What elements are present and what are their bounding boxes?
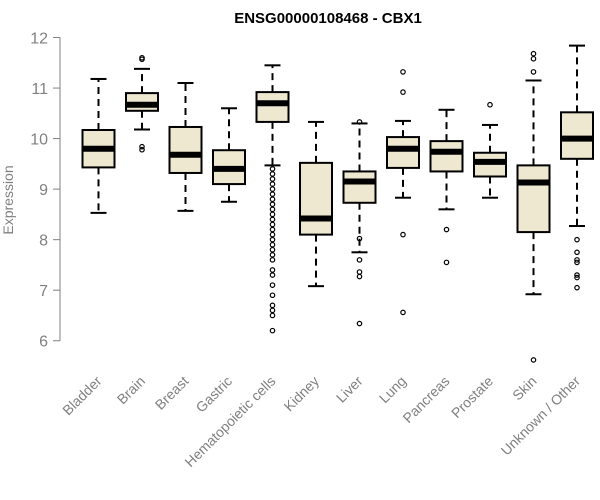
box-iqr: [429, 140, 464, 173]
outlier-point: [530, 55, 537, 62]
outlier-point: [400, 89, 406, 95]
y-axis-label: Expression: [0, 165, 16, 234]
x-tick-label: Pancreas: [399, 373, 452, 426]
outlier-point: [269, 216, 276, 223]
outlier-point: [269, 307, 276, 314]
y-tick-label: 9: [39, 182, 48, 199]
outlier-point: [530, 50, 537, 57]
outlier-point: [269, 196, 276, 203]
outlier-point: [487, 101, 493, 108]
x-tick-label: Breast: [152, 373, 192, 413]
outlier-point: [269, 186, 276, 192]
box-breast: [168, 82, 203, 212]
x-tick-label: Lung: [376, 373, 409, 406]
outlier-point: [356, 320, 363, 327]
box-skin: [516, 50, 551, 363]
box-liver: [342, 119, 377, 327]
box-iqr: [342, 170, 377, 204]
outlier-point: [574, 259, 580, 266]
outlier-point: [269, 211, 276, 218]
outlier-point: [356, 257, 363, 263]
box-iqr: [386, 136, 420, 169]
outlier-point: [269, 292, 276, 299]
outlier-point: [269, 241, 276, 248]
x-tick-label: Skin: [509, 373, 540, 404]
outlier-point: [269, 191, 276, 197]
outlier-point: [269, 236, 276, 243]
outlier-point: [269, 257, 276, 263]
outlier-point: [574, 236, 580, 243]
outlier-point: [443, 259, 450, 266]
x-tick-label: Unknown / Other: [498, 373, 584, 459]
outlier-point: [574, 257, 580, 263]
outlier-point: [269, 312, 276, 319]
box-series: [81, 44, 594, 363]
outlier-point: [269, 231, 276, 238]
box-iqr: [560, 111, 594, 160]
box-gastric: [212, 107, 246, 203]
outlier-point: [356, 119, 363, 125]
chart-title: ENSG00000108468 - CBX1: [234, 10, 422, 27]
outlier-point: [269, 206, 276, 213]
outlier-point: [356, 235, 363, 242]
outlier-point: [356, 273, 363, 280]
y-tick-label: 8: [39, 233, 48, 250]
outlier-point: [400, 231, 406, 238]
box-bladder: [81, 77, 116, 214]
outlier-point: [530, 357, 537, 363]
y-tick-label: 7: [39, 283, 48, 300]
box-lung: [386, 69, 420, 316]
box-prostate: [473, 101, 507, 199]
box-iqr: [168, 125, 203, 174]
outlier-point: [443, 226, 450, 233]
y-tick-label: 12: [30, 31, 48, 48]
x-tick-label: Bladder: [59, 373, 105, 419]
outlier-point: [269, 181, 276, 187]
outlier-point: [269, 221, 276, 228]
box-brain: [125, 54, 159, 153]
x-tick-label: Liver: [333, 373, 366, 406]
outlier-point: [139, 143, 145, 150]
outlier-point: [269, 201, 276, 208]
outlier-point: [269, 226, 276, 233]
outlier-point: [269, 272, 276, 278]
x-tick-label: Brain: [114, 373, 148, 407]
outlier-point: [356, 269, 363, 275]
x-tick-label: Prostate: [448, 373, 496, 421]
y-axis: 6 7 8 9 10 11 12: [30, 31, 61, 351]
x-tick-label: Kidney: [281, 373, 323, 415]
outlier-point: [269, 267, 276, 273]
outlier-point: [269, 327, 276, 334]
y-tick-label: 6: [39, 334, 48, 351]
outlier-point: [139, 56, 145, 63]
outlier-point: [574, 274, 580, 281]
outlier-point: [574, 284, 580, 291]
x-tick-label: Gastric: [192, 373, 235, 416]
box-iqr: [255, 91, 290, 123]
outlier-point: [139, 146, 145, 153]
outlier-point: [400, 69, 406, 75]
outlier-point: [574, 272, 580, 278]
outlier-point: [269, 246, 276, 253]
outlier-point: [269, 302, 276, 309]
outlier-point: [269, 282, 276, 288]
outlier-point: [269, 171, 276, 177]
outlier-point: [574, 249, 580, 256]
outlier-point: [269, 252, 276, 258]
box-unknown-other: [560, 44, 594, 291]
box-pancreas: [429, 108, 464, 266]
box-iqr: [516, 164, 551, 234]
outlier-point: [400, 309, 406, 316]
y-tick-label: 11: [31, 81, 48, 98]
box-hematopoietic-cells: [255, 64, 290, 334]
box-iqr: [299, 161, 333, 236]
outlier-point: [530, 69, 537, 75]
outlier-point: [269, 176, 276, 182]
outlier-point: [269, 166, 276, 172]
y-tick-label: 10: [30, 132, 48, 149]
box-kidney: [299, 120, 333, 288]
